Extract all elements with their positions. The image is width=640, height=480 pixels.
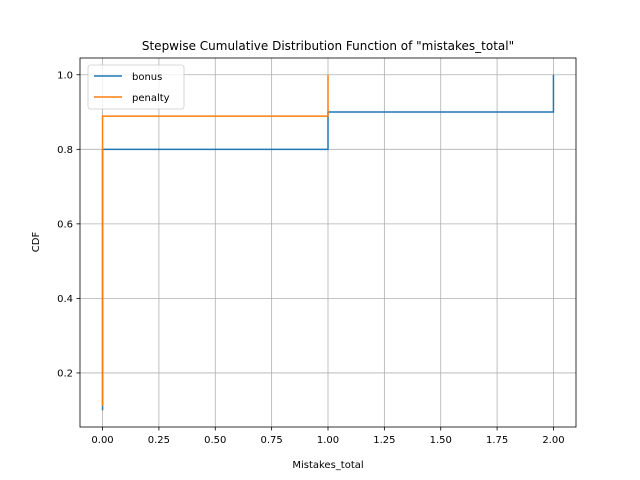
- x-axis-title: Mistakes_total: [292, 460, 363, 471]
- x-tick-label: 0.00: [91, 435, 113, 446]
- y-tick-label: 1.0: [57, 70, 73, 81]
- y-tick-label: 0.8: [57, 145, 73, 156]
- x-tick-label: 1.25: [373, 435, 395, 446]
- series-line-penalty: [101, 74, 329, 407]
- x-tick-label: 0.25: [148, 435, 170, 446]
- x-tick-label: 0.75: [261, 435, 283, 446]
- y-tick-label: 0.2: [57, 368, 73, 379]
- x-tick-label: 2.00: [542, 435, 564, 446]
- x-tick-label: 1.50: [430, 435, 452, 446]
- x-tick-label: 1.75: [486, 435, 508, 446]
- legend: bonus penalty: [87, 64, 185, 110]
- y-axis-title: CDF: [31, 232, 42, 253]
- legend-label-bonus: bonus: [132, 72, 162, 83]
- legend-label-penalty: penalty: [132, 93, 170, 104]
- x-tick-label: 1.00: [317, 435, 339, 446]
- x-tick-label: 0.50: [204, 435, 226, 446]
- ticks: 0.00 0.25 0.50 0.75 1.00 1.25 1.50 1.75 2.00 0.2 0…: [57, 70, 564, 446]
- y-tick-label: 0.6: [57, 219, 73, 230]
- chart-title: Stepwise Cumulative Distribution Functio…: [142, 39, 514, 53]
- series-lines: [101, 74, 555, 411]
- y-tick-label: 0.4: [57, 294, 73, 305]
